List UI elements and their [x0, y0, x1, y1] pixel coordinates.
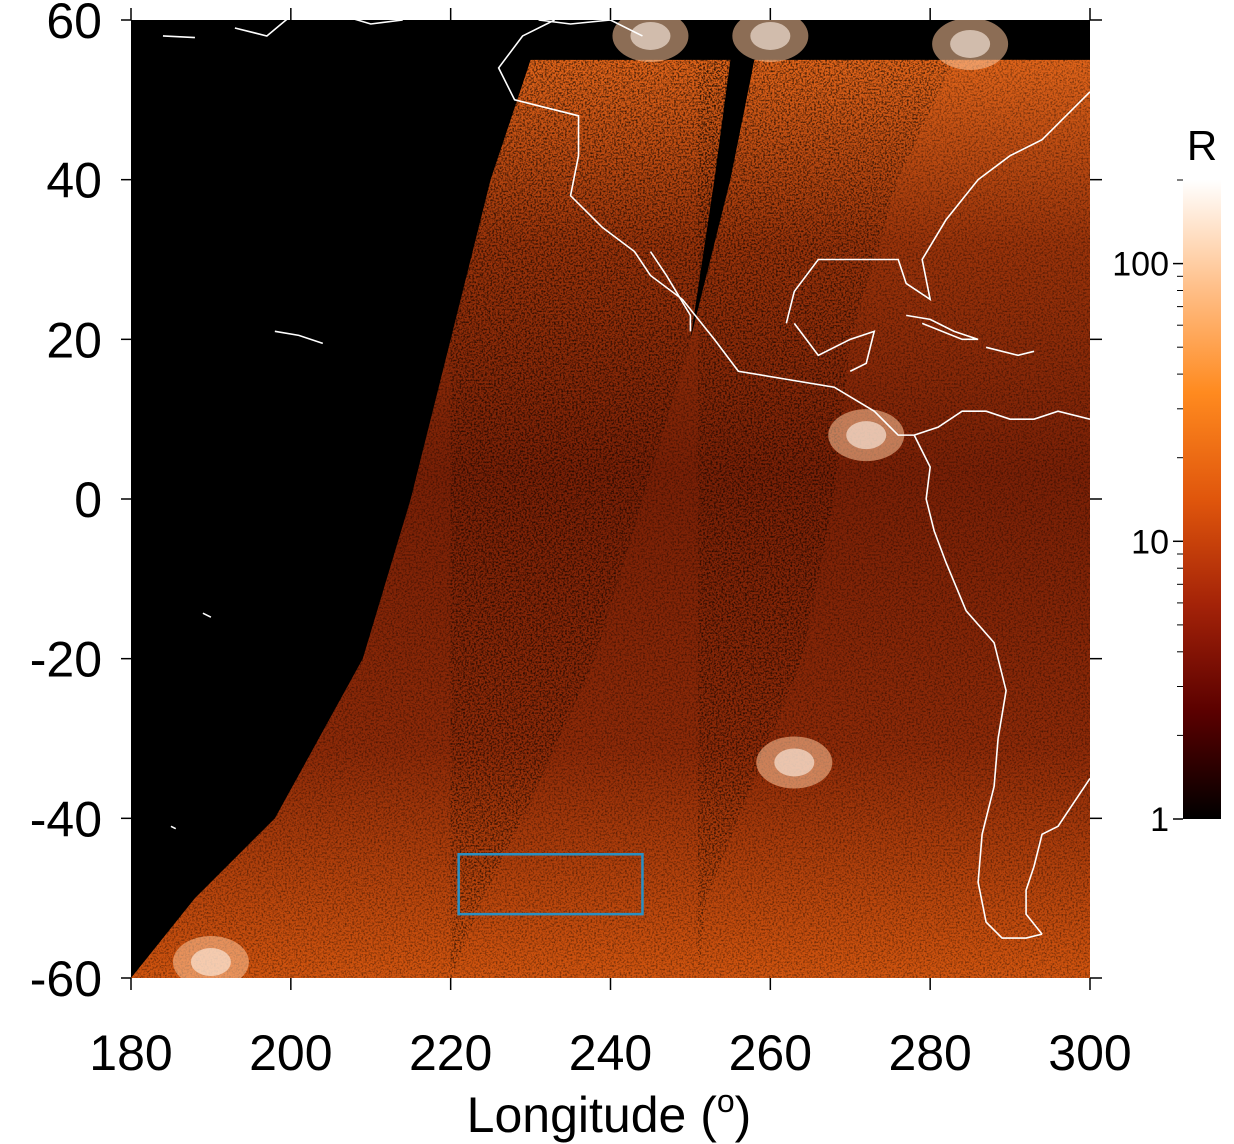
y-tick-label: 40: [46, 153, 102, 209]
map-plot-area: [131, 20, 1090, 978]
y-tick-label: 60: [46, 0, 102, 49]
y-tick-label: 20: [46, 312, 102, 368]
coastline-segment: [497, 20, 915, 436]
coastline-segment: [1025, 777, 1090, 935]
bright-region-core: [774, 748, 815, 777]
right-frame-ticks: [1090, 19, 1102, 979]
x-axis: 180 200 220 240 260 280 300: [89, 8, 1132, 1081]
coastlines: [162, 20, 1090, 939]
coastline-segment: [538, 20, 643, 37]
bright-region-core: [750, 21, 791, 50]
bright-region-core: [630, 21, 671, 50]
y-axis: 60 40 20 0 -20 -40 -60: [30, 0, 131, 1007]
coastline-segment: [234, 20, 403, 37]
x-tick-label: 300: [1048, 1025, 1131, 1081]
x-tick-label: 260: [729, 1025, 812, 1081]
bright-region-core: [190, 948, 231, 977]
coastline-segment: [793, 322, 876, 372]
coastline-segment: [649, 251, 692, 332]
x-tick-label: 280: [888, 1025, 971, 1081]
y-tick-label: -40: [30, 791, 102, 847]
colorbar: R 1 10 100: [1112, 122, 1221, 839]
y-tick-label: -60: [30, 951, 102, 1007]
swath-layer: [131, 20, 1090, 978]
highlight-box: [457, 853, 644, 916]
coastline-segment: [170, 825, 177, 830]
colorbar-gradient: [1183, 180, 1221, 819]
coastline-segment: [913, 410, 1090, 436]
coastline-segment: [785, 91, 1090, 324]
coastline-segment: [274, 330, 324, 345]
coastline-segment: [162, 35, 195, 39]
x-tick-label: 240: [569, 1025, 652, 1081]
bright-region-core: [950, 29, 991, 58]
y-tick-label: 0: [74, 472, 102, 528]
y-tick-label: -20: [30, 632, 102, 688]
bright-region-core: [846, 421, 887, 450]
swath-1-texture: [131, 59, 731, 978]
x-tick-label: 200: [249, 1025, 332, 1081]
x-tick-label: 180: [89, 1025, 172, 1081]
coastline-segment: [913, 434, 1043, 939]
colorbar-ticks: 1 10 100: [1112, 179, 1183, 839]
colorbar-tick-label: 1: [1150, 801, 1169, 839]
colorbar-tick-label: 100: [1112, 246, 1169, 284]
colorbar-tick-label: 10: [1131, 523, 1169, 561]
x-axis-label: Longitude (o): [467, 1083, 752, 1143]
coastline-segment: [906, 314, 979, 341]
x-tick-label: 220: [409, 1025, 492, 1081]
coastline-segment: [985, 346, 1035, 357]
colorbar-label: R: [1187, 122, 1217, 169]
coastline-segment: [202, 612, 212, 618]
